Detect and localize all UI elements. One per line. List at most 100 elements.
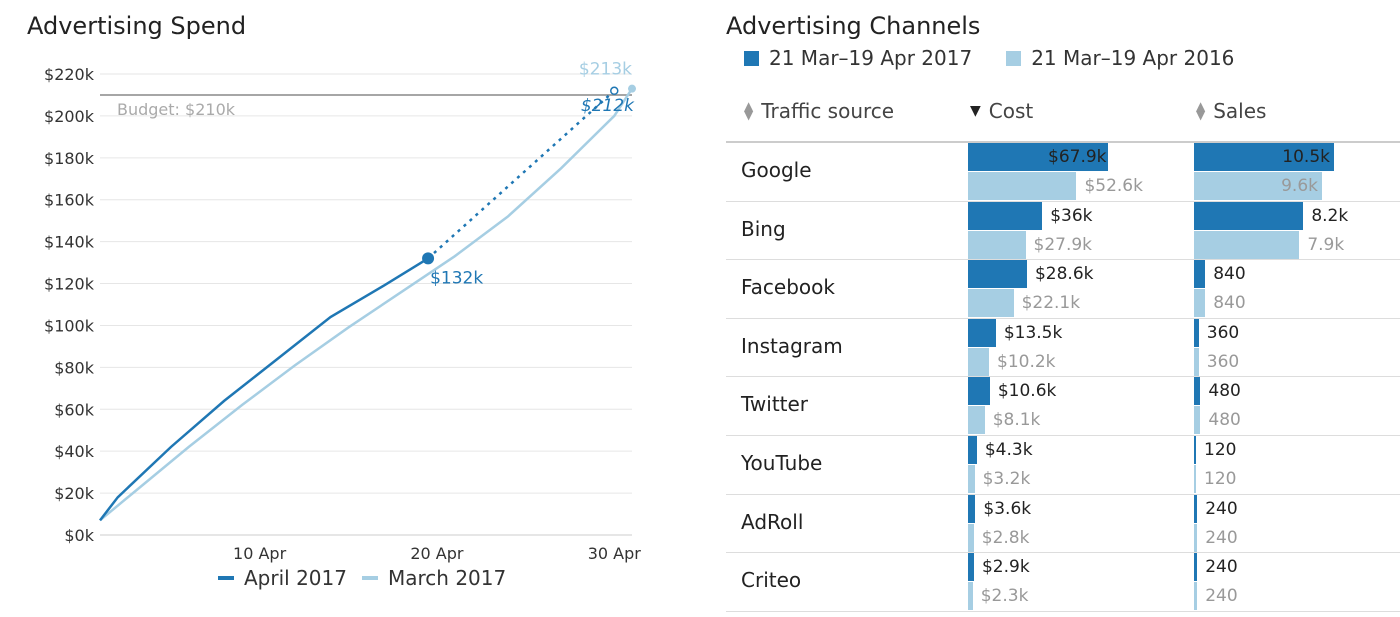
row-label-youtube: YouTube [741, 451, 823, 475]
cost-value-label: $4.3k [984, 440, 1033, 460]
cost-value-label: $27.9k [1033, 234, 1093, 255]
budget-label: Budget: $210k [117, 100, 236, 119]
row-label-bing: Bing [741, 216, 786, 241]
x-tick-label: 20 Apr [410, 544, 464, 563]
row-divider [726, 376, 1400, 378]
sales-value-label: 240 [1205, 527, 1238, 548]
legend-label-2016: 21 Mar–19 Apr 2016 [1031, 46, 1235, 70]
sales-value-label: 8.2k [1311, 205, 1349, 226]
row-label-instagram: Instagram [741, 333, 843, 358]
sales-bar-2016 [1194, 406, 1201, 435]
cost-value-label: $2.9k [981, 557, 1030, 578]
cost-bar-2017 [968, 318, 996, 347]
y-tick-label: $40k [54, 442, 95, 461]
cost-value-label: $10.6k [997, 381, 1057, 402]
row-divider [726, 259, 1400, 261]
series-point-march-2017 [628, 84, 636, 93]
sales-bar-2016 [1194, 523, 1198, 552]
sales-bar-2016 [1194, 582, 1198, 611]
header-traffic-source[interactable]: ▲ ▼ Traffic source [744, 99, 894, 123]
row-divider [726, 200, 1400, 202]
legend-swatch-2016 [1006, 50, 1022, 66]
cost-value-label: $2.8k [981, 527, 1030, 548]
row-label-google: Google [741, 158, 812, 182]
row-label-adroll: AdRoll [741, 509, 804, 534]
sales-value-label: 120 [1204, 469, 1237, 489]
x-tick-label: 30 Apr [588, 544, 642, 563]
cost-bar-2017 [968, 436, 977, 464]
cost-bar-2017 [968, 494, 976, 523]
sort-both-icon: ▲ ▼ [1196, 99, 1206, 122]
sales-bar-2016 [1194, 347, 1199, 376]
row-label-facebook: Facebook [741, 275, 835, 300]
sales-value-label: 840 [1213, 293, 1246, 314]
sales-value-label: 360 [1206, 351, 1240, 372]
channels-legend: 21 Mar–19 Apr 2017 21 Mar–19 Apr 2016 [744, 46, 1234, 70]
sales-bar-2016 [1194, 465, 1196, 493]
series-point-april-2017 [422, 252, 435, 265]
sales-value-label: 840 [1213, 264, 1246, 285]
sales-value-label: 240 [1205, 586, 1238, 607]
cost-bar-2016 [968, 465, 975, 493]
row-divider [726, 552, 1400, 554]
sales-bar-2017 [1194, 377, 1201, 406]
header-cost[interactable]: ▼ Cost [970, 99, 1033, 123]
cost-bar-2016 [968, 523, 974, 552]
y-tick-label: $80k [54, 358, 95, 377]
series-line-april-2017 [99, 257, 429, 522]
row-divider [726, 610, 1400, 612]
cost-value-label: $67.9k [1048, 147, 1107, 167]
cost-value-label: $28.6k [1034, 264, 1094, 285]
cost-bar-2017 [968, 553, 974, 582]
y-tick-label: $160k [44, 191, 95, 210]
cost-value-label: $3.6k [983, 498, 1032, 519]
data-label-march-2017: $213k [579, 60, 632, 80]
projection-point-april-2017 [610, 86, 619, 96]
cost-bar-2016 [968, 406, 985, 435]
data-label-april-2017: $132k [430, 268, 483, 288]
sales-bar-2016 [1194, 172, 1322, 200]
sales-bar-2016 [1194, 289, 1206, 318]
x-tick-label: 10 Apr [233, 544, 287, 563]
cost-value-label: $2.3k [980, 586, 1029, 607]
row-divider [726, 493, 1400, 495]
cost-bar-2016 [968, 289, 1014, 318]
cost-bar-2017 [968, 201, 1043, 230]
y-tick-label: $60k [54, 400, 95, 419]
y-tick-label: $220k [44, 65, 95, 84]
row-label-twitter: Twitter [741, 392, 809, 417]
sales-value-label: 480 [1208, 381, 1241, 402]
legend-label-2017: 21 Mar–19 Apr 2017 [769, 46, 973, 70]
sort-desc-icon: ▼ [970, 103, 981, 119]
header-traffic-source-label: Traffic source [761, 99, 895, 123]
cost-value-label: $36k [1050, 205, 1093, 226]
projection-line-april-2017 [427, 89, 616, 260]
sales-value-label: 120 [1204, 440, 1237, 460]
header-divider [726, 141, 1400, 143]
legend-item-2016: 21 Mar–19 Apr 2016 [1006, 46, 1234, 70]
series-line-march-2017 [99, 87, 634, 522]
sales-bar-2016 [1194, 230, 1300, 259]
cost-bar-2016 [968, 172, 1077, 200]
cost-value-label: $13.5k [1003, 322, 1063, 343]
sales-bar-2017 [1194, 494, 1198, 523]
header-sales[interactable]: ▲ ▼ Sales [1196, 99, 1266, 123]
sales-value-label: 360 [1206, 322, 1240, 343]
sales-bar-2017 [1194, 260, 1206, 289]
sales-value-label: 480 [1208, 410, 1241, 431]
cost-bar-2016 [968, 347, 990, 376]
y-tick-label: $140k [44, 233, 95, 252]
sort-both-icon: ▲ ▼ [744, 99, 754, 122]
row-divider [726, 317, 1400, 319]
cost-bar-2016 [968, 582, 973, 611]
cost-value-label: $8.1k [992, 410, 1041, 431]
legend-swatch-2017 [744, 50, 759, 66]
channels-chart-title: Advertising Channels [726, 12, 981, 40]
sales-bar-2017 [1194, 143, 1334, 171]
sales-value-label: 240 [1205, 498, 1238, 519]
projection-label-april-2017: $212k [581, 96, 635, 116]
spend-line-chart: $0k $20k $40k $60k $80k $100k $120k $140k $160k $… [44, 60, 642, 590]
sales-bar-2017 [1194, 318, 1199, 347]
legend-label-march-2017: March 2017 [388, 566, 506, 590]
legend-item-2017: 21 Mar–19 Apr 2017 [744, 46, 972, 70]
